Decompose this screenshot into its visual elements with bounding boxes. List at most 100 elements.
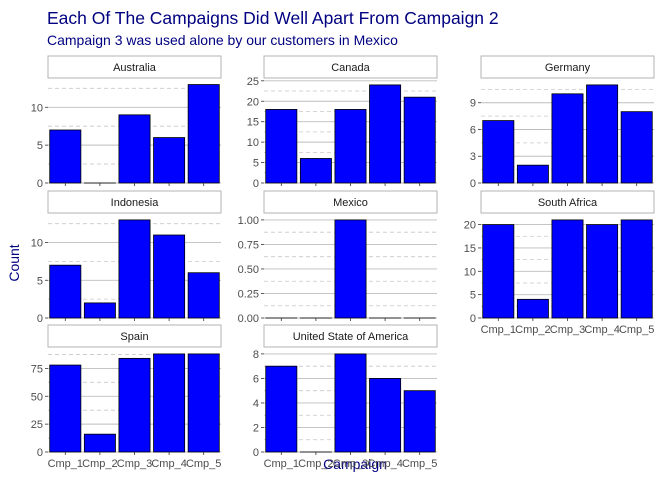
y-tick-label: 15 — [464, 243, 476, 255]
bar-cmp-3 — [335, 109, 366, 183]
x-tick-label: Cmp_4 — [584, 324, 619, 336]
bar-cmp-4 — [370, 85, 401, 183]
panel-title: Spain — [120, 331, 148, 343]
x-tick-label: Cmp_1 — [48, 458, 83, 470]
bar-cmp-4 — [587, 225, 618, 318]
x-tick-label: Cmp_2 — [298, 458, 333, 470]
y-tick-label: 20 — [247, 96, 259, 108]
y-tick-label: 10 — [31, 238, 43, 250]
y-tick-label: 9 — [470, 98, 476, 110]
y-tick-label: 0.25 — [238, 288, 259, 300]
y-tick-label: 0 — [470, 178, 476, 190]
y-tick-label: 0 — [37, 313, 43, 325]
bar-cmp-5 — [188, 354, 219, 452]
bar-cmp-3 — [552, 94, 583, 183]
x-tick-label: Cmp_3 — [117, 458, 152, 470]
bar-cmp-1 — [50, 265, 81, 318]
y-tick-label: 10 — [247, 137, 259, 149]
y-tick-label: 75 — [31, 363, 43, 375]
bar-cmp-2 — [84, 434, 115, 452]
panel-title: South Africa — [538, 197, 598, 209]
panel-title: Indonesia — [111, 197, 160, 209]
bar-cmp-2 — [300, 158, 331, 183]
y-tick-label: 50 — [31, 391, 43, 403]
bar-cmp-1 — [50, 130, 81, 183]
y-tick-label: 5 — [253, 158, 259, 170]
bar-cmp-2 — [517, 165, 548, 183]
x-tick-label: Cmp_3 — [550, 324, 585, 336]
bar-cmp-5 — [188, 85, 219, 183]
bar-cmp-1 — [50, 365, 81, 452]
bar-cmp-2 — [517, 299, 548, 318]
bar-cmp-5 — [404, 97, 435, 183]
y-tick-label: 0.50 — [238, 264, 259, 276]
bar-cmp-4 — [154, 354, 185, 452]
panel-canada: Canada0510152025Cmp_1Cmp_2Cmp_3Cmp_4Cmp_… — [247, 56, 438, 201]
bar-cmp-3 — [552, 220, 583, 318]
y-tick-label: 10 — [464, 266, 476, 278]
bar-cmp-4 — [370, 378, 401, 452]
y-tick-label: 5 — [37, 275, 43, 287]
bar-cmp-1 — [483, 225, 514, 318]
bar-cmp-1 — [483, 121, 514, 183]
bar-cmp-3 — [119, 115, 150, 183]
y-tick-label: 6 — [253, 373, 259, 385]
x-tick-label: Cmp_2 — [82, 458, 117, 470]
y-tick-label: 5 — [470, 290, 476, 302]
bar-cmp-3 — [119, 358, 150, 452]
x-tick-label: Cmp_5 — [619, 324, 654, 336]
panel-title: Australia — [113, 62, 157, 74]
x-tick-label: Cmp_1 — [481, 324, 516, 336]
x-tick-label: Cmp_1 — [264, 458, 299, 470]
panel-south-africa: South Africa 0 5 10 15 20 Cmp_1 Cmp_2 Cmp_3 Cmp_4… — [464, 191, 655, 336]
bar-cmp-1 — [266, 109, 297, 183]
y-tick-label: 0 — [253, 178, 259, 190]
bar-cmp-5 — [404, 391, 435, 452]
y-tick-label: 20 — [464, 220, 476, 232]
y-tick-label: 3 — [470, 151, 476, 163]
y-tick-label: 0 — [470, 313, 476, 325]
x-tick-label: Cmp_5 — [186, 458, 221, 470]
bar-cmp-5 — [621, 112, 652, 183]
panel-title: Mexico — [333, 197, 368, 209]
y-tick-label: 5 — [37, 140, 43, 152]
panel-title: United State of America — [293, 331, 409, 343]
y-tick-label: 6 — [470, 124, 476, 136]
y-tick-label: 2 — [253, 422, 259, 434]
bar-cmp-5 — [621, 220, 652, 318]
chart-subtitle: Campaign 3 was used alone by our custome… — [47, 32, 398, 48]
panel-spain: Spain0255075Cmp_1 Cmp_2 Cmp_3 Cmp_4 Cmp_5 — [31, 325, 222, 470]
y-tick-label: 15 — [247, 117, 259, 129]
bar-cmp-3 — [335, 220, 366, 318]
chart-title: Each Of The Campaigns Did Well Apart Fro… — [47, 8, 499, 28]
facet-panels: Australia0510Cmp_1Cmp_2Cmp_3Cmp_4Cmp_5Ca… — [31, 56, 655, 470]
bar-cmp-3 — [119, 220, 150, 318]
y-tick-label: 0 — [37, 178, 43, 190]
bar-cmp-4 — [154, 138, 185, 183]
bar-cmp-4 — [154, 235, 185, 318]
y-tick-label: 10 — [31, 102, 43, 114]
bar-cmp-3 — [335, 354, 366, 452]
y-axis-title: Count — [6, 244, 22, 281]
x-tick-label: Cmp_4 — [367, 458, 402, 470]
y-tick-label: 0 — [253, 447, 259, 459]
panel-mexico: Mexico0.000.250.500.751.00Cmp_1Cmp_2Cmp_… — [238, 191, 438, 336]
y-tick-label: 0.00 — [238, 313, 259, 325]
panel-germany: Germany0369Cmp_1Cmp_2Cmp_3Cmp_4Cmp_5 — [470, 56, 655, 201]
panel-title: Germany — [545, 62, 591, 74]
y-tick-label: 4 — [253, 398, 259, 410]
y-tick-label: 0.75 — [238, 239, 259, 251]
y-tick-label: 0 — [37, 447, 43, 459]
x-tick-label: Cmp_5 — [402, 458, 437, 470]
bar-cmp-5 — [188, 273, 219, 318]
bar-cmp-4 — [587, 85, 618, 183]
panel-title: Canada — [331, 62, 370, 74]
x-tick-label: Cmp_3 — [333, 458, 368, 470]
bar-cmp-1 — [266, 366, 297, 452]
y-tick-label: 1.00 — [238, 215, 259, 227]
y-tick-label: 25 — [31, 419, 43, 431]
